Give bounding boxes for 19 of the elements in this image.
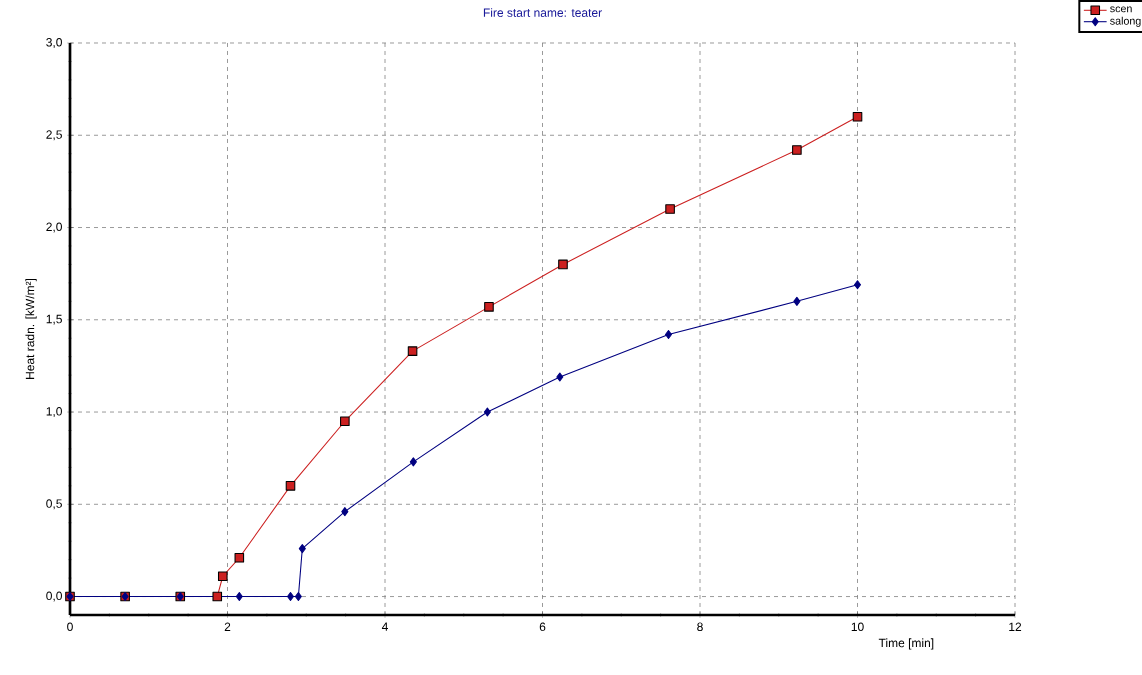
y-tick-label: 1,0 — [46, 407, 62, 417]
x-tick-label: 4 — [381, 622, 388, 631]
y-axis-title: Heat radn. [kW/m²] — [25, 278, 37, 379]
x-tick-label: 8 — [697, 622, 703, 632]
chart-subtitle: Fire start name: teater — [483, 8, 602, 17]
y-tick-label: 1,5 — [46, 314, 62, 325]
x-tick-label: 2 — [224, 622, 231, 631]
legend-label: salong — [1110, 16, 1141, 27]
y-tick-label: 2,0 — [46, 222, 62, 233]
y-tick-label: 0,5 — [46, 499, 62, 510]
x-tick-label: 0 — [67, 622, 73, 632]
legend-label: scen — [1110, 6, 1132, 13]
y-tick-label: 3,0 — [46, 38, 62, 48]
y-tick-label: 0,0 — [46, 591, 62, 602]
x-axis-title: Time [min] — [878, 638, 934, 650]
y-tick-label: 2,5 — [46, 130, 62, 141]
x-tick-label: 6 — [539, 622, 546, 632]
x-tick-label: 10 — [851, 622, 864, 632]
x-tick-label: 12 — [1009, 622, 1022, 631]
